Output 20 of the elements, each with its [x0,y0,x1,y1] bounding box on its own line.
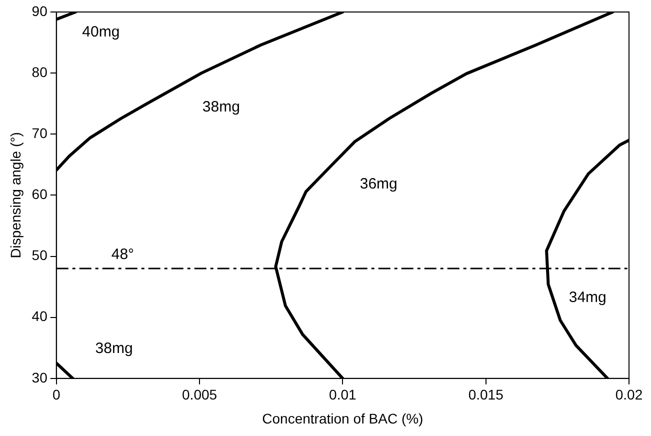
y-tick-label: 60 [32,186,48,202]
x-tick-label: 0 [52,386,60,403]
y-tick-label: 40 [32,308,48,324]
series-label: 34mg [568,288,606,306]
x-tick-label: 0.015 [468,386,504,403]
ref-line-label: 48° [111,246,134,264]
y-tick-label: 50 [32,247,48,264]
y-tick-label: 90 [32,2,48,19]
series-label: 40mg [82,23,120,40]
y-tick-label: 80 [32,64,48,80]
y-axis-title: Dispensing angle (°) [7,132,24,258]
y-tick-label: 30 [32,369,48,386]
x-tick-label: 0.005 [182,386,218,403]
x-axis-title: Concentration of BAC (%) [262,410,424,426]
series-label: 36mg [360,175,398,192]
text: 38mg [95,340,133,358]
y-tick-label: 70 [32,124,48,141]
x-tick-label: 0.02 [615,386,643,403]
x-tick-label: 0.01 [329,386,357,403]
series-label: 38mg [202,98,240,116]
